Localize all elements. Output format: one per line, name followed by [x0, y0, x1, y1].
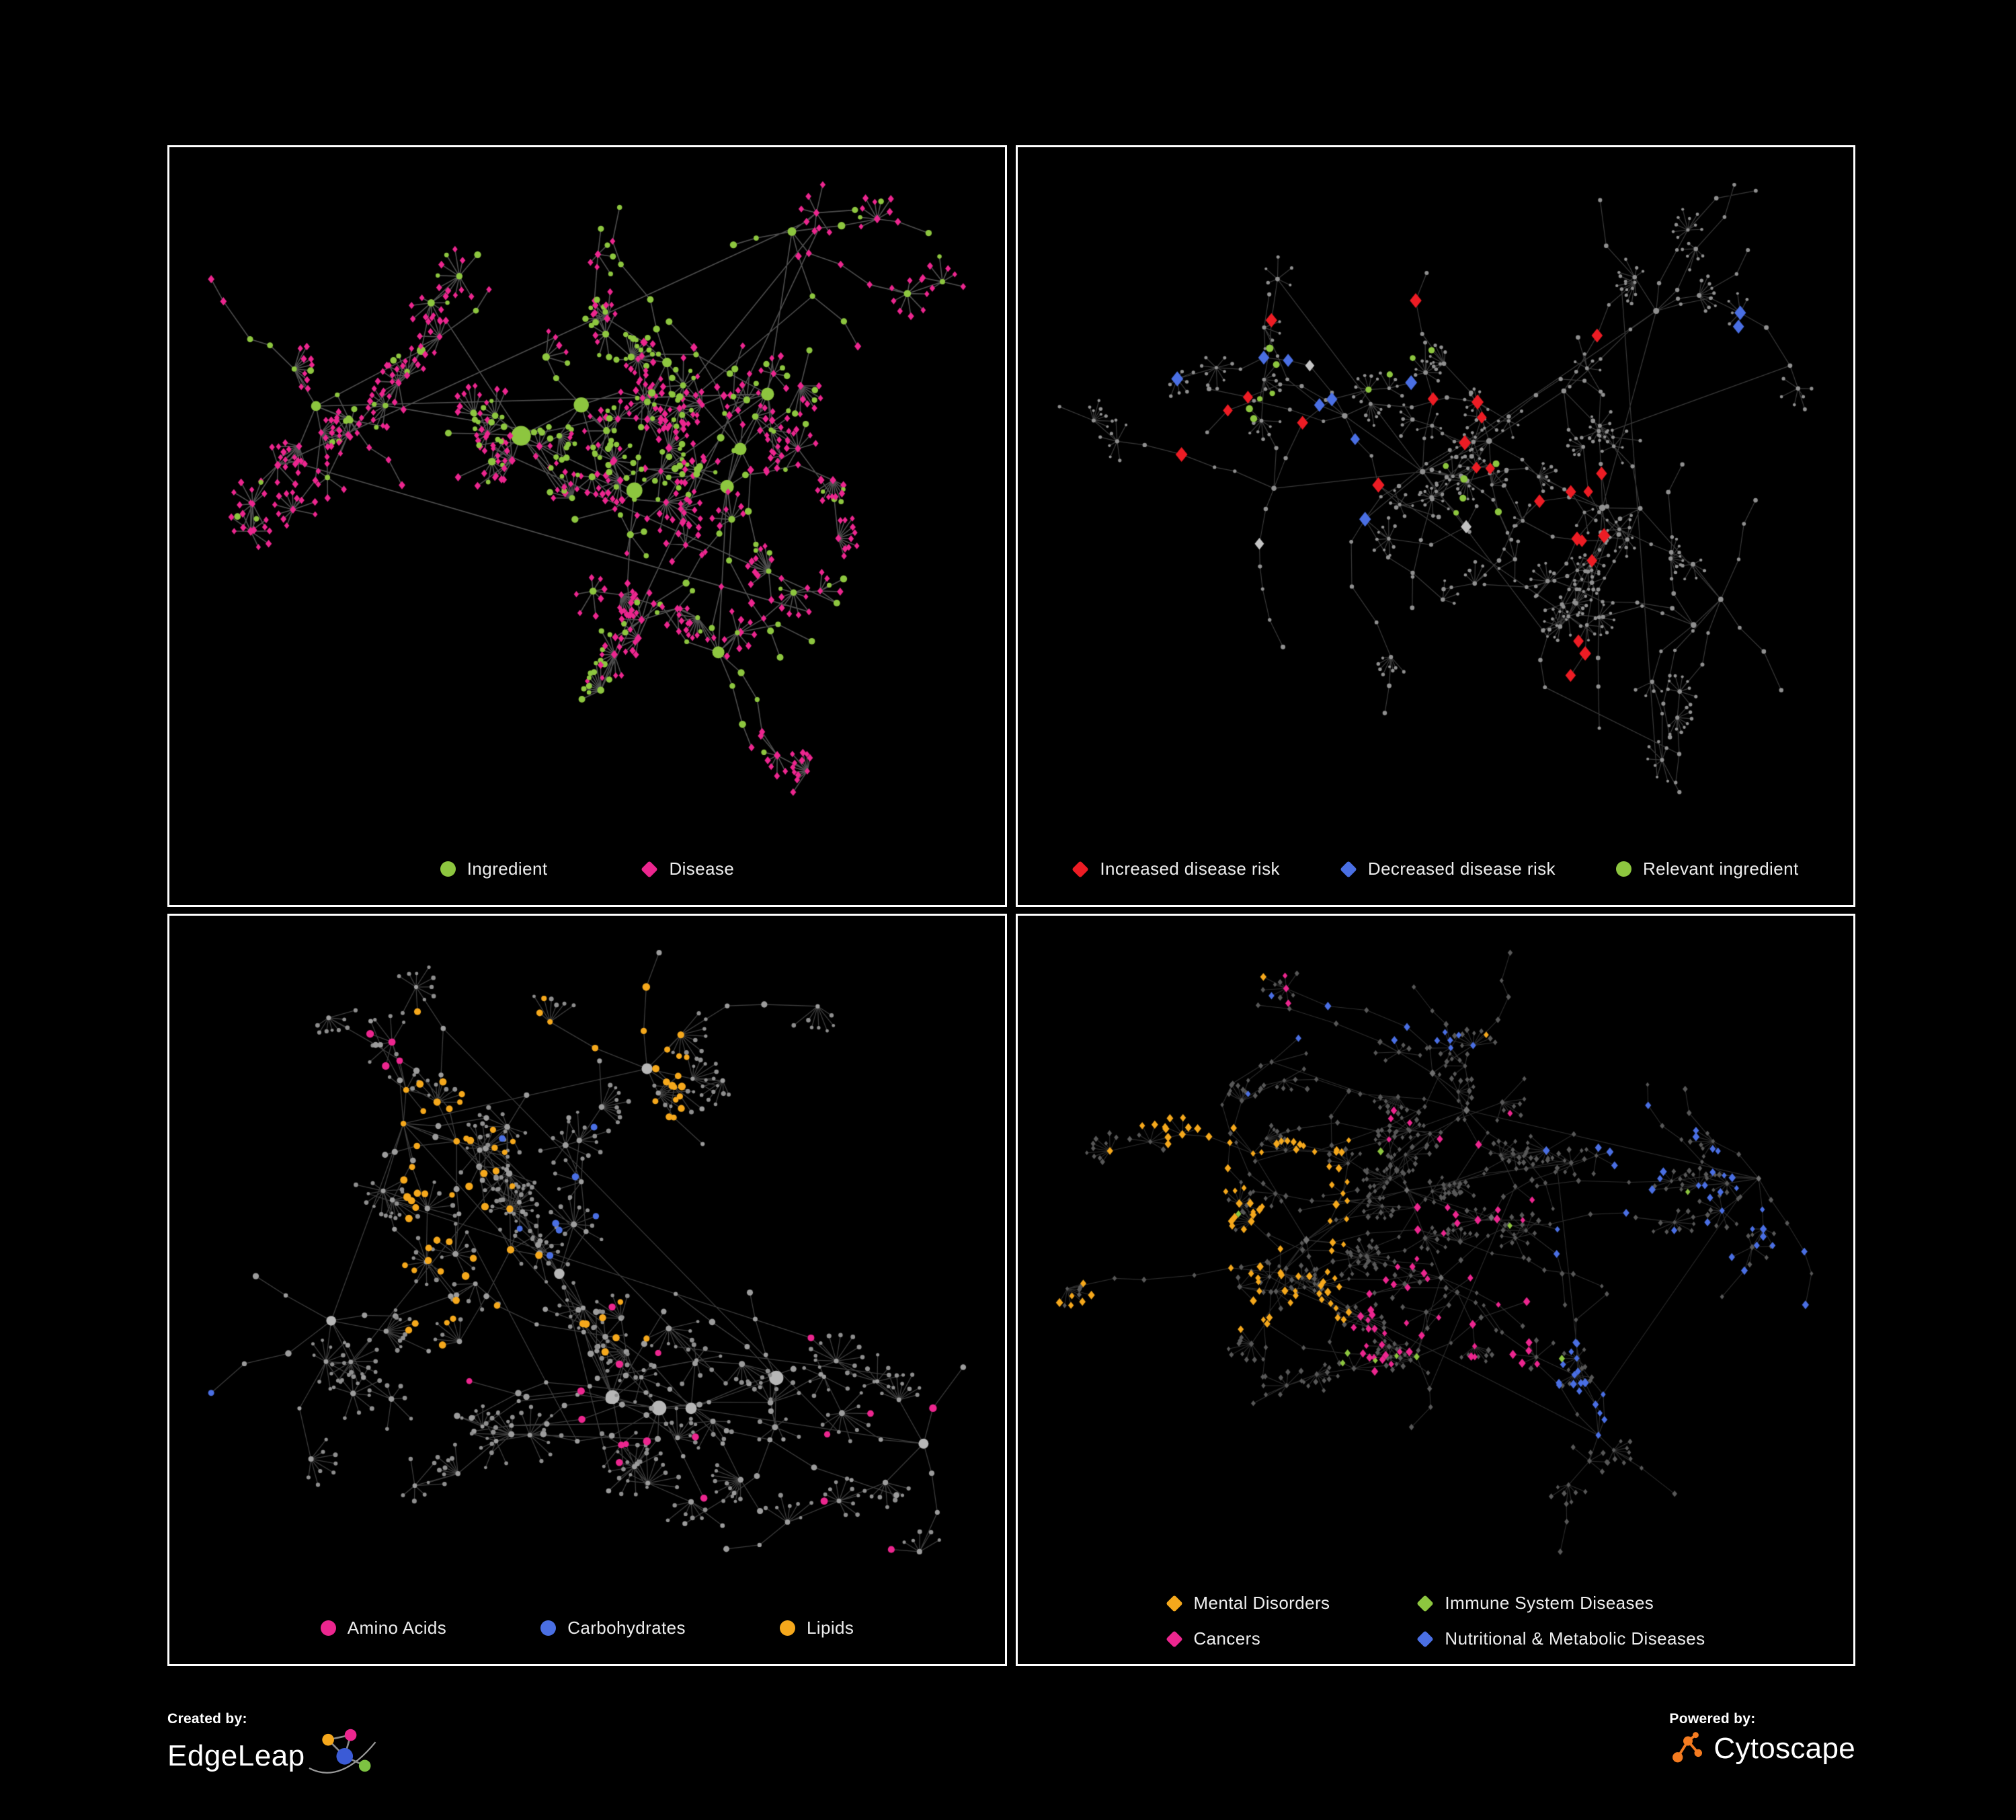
legend-item-nutritional-metabolic-diseases: Nutritional & Metabolic Diseases	[1416, 1628, 1705, 1649]
nutritional-metabolic-marker-icon	[1416, 1630, 1435, 1648]
cancers-marker-icon	[1165, 1630, 1183, 1648]
panel-macronutrients: Amino Acids Carbohydrates Lipids	[167, 914, 1007, 1666]
legend-label: Decreased disease risk	[1367, 859, 1556, 879]
cytoscape-brand: Cytoscape	[1669, 1730, 1855, 1768]
legend-label: Relevant ingredient	[1642, 859, 1799, 879]
panel-ingredient-disease: Ingredient Disease	[167, 145, 1007, 907]
cytoscape-wordmark: Cytoscape	[1713, 1732, 1855, 1765]
lipids-marker-icon	[779, 1620, 795, 1636]
legend-label: Immune System Diseases	[1445, 1593, 1654, 1613]
edgeleap-brand: EdgeLeap	[167, 1729, 379, 1782]
panel-disease-categories: Mental Disorders Immune System Diseases …	[1016, 914, 1855, 1666]
macronutrient-network-canvas	[169, 916, 1005, 1589]
carbohydrates-marker-icon	[540, 1620, 557, 1636]
disease-risk-network-canvas	[1018, 147, 1853, 830]
increased-risk-marker-icon	[1072, 860, 1090, 878]
legend-label: Cancers	[1193, 1628, 1261, 1649]
ingredient-marker-icon	[440, 861, 456, 877]
disease-marker-icon	[641, 860, 659, 878]
disease-category-network-canvas	[1018, 916, 1853, 1589]
legend-item-amino-acids: Amino Acids	[320, 1618, 447, 1638]
legend-label: Carbohydrates	[567, 1618, 686, 1638]
edgeleap-wordmark: EdgeLeap	[167, 1739, 305, 1772]
relevant-ingredient-marker-icon	[1615, 861, 1631, 877]
immune-system-diseases-marker-icon	[1416, 1594, 1435, 1612]
legend-label: Disease	[669, 859, 735, 879]
amino-acids-marker-icon	[320, 1620, 336, 1636]
edgeleap-logo-icon	[309, 1729, 376, 1774]
footer: Created by: EdgeLeap Powered by:	[167, 1711, 1855, 1782]
legend-item-increased-risk: Increased disease risk	[1072, 859, 1279, 879]
macronutrient-legend: Amino Acids Carbohydrates Lipids	[169, 1618, 1005, 1638]
panel-disease-risk: Increased disease risk Decreased disease…	[1016, 145, 1855, 907]
decreased-risk-marker-icon	[1340, 860, 1357, 878]
legend-item-decreased-risk: Decreased disease risk	[1340, 859, 1556, 879]
powered-by-block: Powered by: Cytoscape	[1669, 1711, 1855, 1768]
legend-item-ingredient: Ingredient	[440, 859, 548, 879]
legend-item-immune-system-diseases: Immune System Diseases	[1416, 1593, 1705, 1614]
cytoscape-logo-icon	[1672, 1732, 1703, 1763]
powered-by-label: Powered by:	[1669, 1711, 1756, 1727]
disease-category-legend: Mental Disorders Immune System Diseases …	[1018, 1593, 1853, 1649]
created-by-block: Created by: EdgeLeap	[167, 1711, 379, 1782]
legend-item-carbohydrates: Carbohydrates	[540, 1618, 686, 1638]
legend-item-disease: Disease	[641, 859, 734, 879]
disease-risk-legend: Increased disease risk Decreased disease…	[1018, 859, 1853, 879]
created-by-label: Created by:	[167, 1711, 247, 1727]
legend-item-cancers: Cancers	[1165, 1628, 1330, 1649]
legend-label: Ingredient	[467, 859, 548, 879]
legend-label: Increased disease risk	[1100, 859, 1280, 879]
legend-label: Lipids	[806, 1618, 854, 1638]
ingredient-disease-legend: Ingredient Disease	[169, 859, 1005, 879]
legend-label: Nutritional & Metabolic Diseases	[1445, 1628, 1705, 1649]
legend-label: Mental Disorders	[1193, 1593, 1330, 1613]
mental-disorders-marker-icon	[1165, 1594, 1183, 1612]
legend-item-mental-disorders: Mental Disorders	[1165, 1593, 1330, 1614]
legend-item-lipids: Lipids	[779, 1618, 854, 1638]
legend-item-relevant-ingredient: Relevant ingredient	[1615, 859, 1799, 879]
legend-label: Amino Acids	[347, 1618, 447, 1638]
panel-grid: Ingredient Disease Increased disease ris…	[167, 145, 1855, 1666]
ingredient-disease-network-canvas	[169, 147, 1005, 830]
